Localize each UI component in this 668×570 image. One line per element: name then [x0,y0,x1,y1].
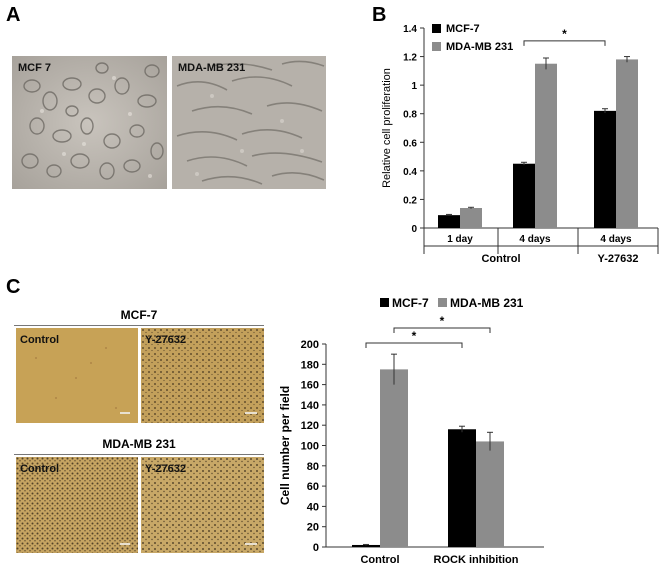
chart-c-y-tick-label: 180 [301,359,319,371]
chart-c-y-tick-label: 200 [301,339,319,351]
chart-b-y-tick-label: 0.6 [403,138,417,149]
chart-b-bar [535,63,557,228]
chart-b-y-tick-label: 1 [411,81,417,92]
chart-c-category-label: ROCK inhibition [434,554,519,566]
micrograph-mdamb231-control: Control [16,457,138,553]
micrograph-mcf7-control: Control [16,328,138,423]
micrograph-mcf7-y27632: Y-27632 [141,328,264,423]
panel-letter-a: A [6,4,21,26]
chart-b-legend-label: MDA-MB 231 [446,41,513,53]
chart-b-significance-bracket [523,40,606,46]
micrograph-mdamb231-image [172,56,326,189]
chart-b-bar [460,208,482,228]
chart-c-category-label: Control [360,554,399,566]
micrograph-mcf7-y27632-image [141,328,264,423]
chart-b-significance-label: * [562,27,567,41]
mcf7-group-title: MCF-7 [120,308,158,322]
chart-c-bar [352,544,380,547]
chart-c-significance-bracket [365,342,463,348]
chart-b-legend-label: MCF-7 [446,23,480,35]
chart-b-group-label: Y-27632 [598,253,639,265]
chart-b-category-label: 1 day [447,234,473,245]
chart-b-y-tick-label: 1.4 [403,24,417,35]
chart-b-legend-swatch [432,24,441,33]
chart-c-y-tick-label: 40 [307,501,319,513]
chart-b-y-tick-label: 0.2 [403,195,417,206]
micrograph-mcf7-control-image [16,328,138,423]
chart-b-y-tick-label: 0.4 [403,167,417,178]
mdamb231-y27632-label: Y-27632 [145,463,186,475]
chart-c-bar [476,441,504,547]
mcf7-control-label: Control [20,334,60,346]
chart-b-group-label: Control [481,253,520,265]
chart-c-y-tick-label: 0 [313,542,319,554]
chart-b-y-tick-label: 0.8 [403,110,417,121]
chart-b-bar [594,110,616,228]
chart-b-proliferation: 0 0.2 0.4 0.6 0.8 1 1.2 1.4 Relative cell prolif… [381,23,659,265]
chart-c-legend-label: MDA-MB 231 [450,296,524,310]
panel-letter-c: C [6,276,21,298]
chart-c-bar [380,369,408,547]
chart-c-y-label: Cell number per field [278,386,292,505]
chart-c-significance-bracket [393,327,491,333]
micrograph-mcf7-image [12,56,167,189]
chart-b-category-label: 4 days [600,234,632,245]
mdamb231-group-title: MDA-MB 231 [102,437,176,451]
chart-b-y-label: Relative cell proliferation [381,68,393,188]
chart-b-y-tick-label: 1.2 [403,53,417,64]
chart-c-bar [448,429,476,547]
chart-c-y-tick-label: 100 [301,441,319,453]
mcf7-y27632-label: Y-27632 [145,334,186,346]
chart-c-legend-swatch [380,298,389,307]
micrograph-mcf7-label: MCF 7 [18,62,51,74]
chart-c-significance-label: * [412,329,417,343]
mdamb231-group-line [14,454,264,455]
micrograph-mcf7: MCF 7 [12,56,167,189]
chart-c-y-tick-label: 120 [301,420,319,432]
mdamb231-control-label: Control [20,463,60,475]
micrograph-mdamb231: MDA-MB 231 [172,56,326,189]
chart-c-legend-swatch [438,298,447,307]
chart-c-legend-label: MCF-7 [392,296,429,310]
chart-b-legend-swatch [432,42,441,51]
chart-b-category-label: 4 days [519,234,551,245]
chart-c-y-tick-label: 20 [307,522,319,534]
chart-b-y-tick-label: 0 [411,224,417,235]
chart-b-bar [513,163,535,228]
chart-c-y-tick-label: 60 [307,481,319,493]
chart-c-y-tick-label: 80 [307,461,319,473]
micrograph-mdamb231-label: MDA-MB 231 [178,62,246,74]
micrograph-mdamb231-y27632-image [141,457,264,553]
micrograph-mdamb231-control-image [16,457,138,553]
chart-c-y-tick-label: 140 [301,400,319,412]
chart-b-bar [438,215,460,228]
chart-b-bar [616,59,638,228]
chart-c-significance-label: * [440,314,445,328]
micrograph-mdamb231-y27632: Y-27632 [141,457,264,553]
chart-c-cell-number: 0 20 40 60 80 100 120 140 160 180 200 Cell number p… [278,296,544,566]
chart-c-y-tick-label: 160 [301,380,319,392]
mcf7-group-line [14,325,264,326]
panel-letter-b: B [372,4,387,26]
